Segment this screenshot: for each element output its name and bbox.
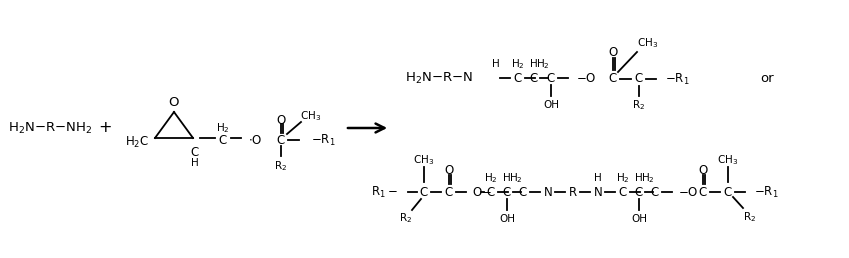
Text: R: R [569,186,577,198]
Text: C: C [651,186,659,198]
Text: R$_1-$: R$_1-$ [371,184,398,199]
Text: C: C [519,186,527,198]
Text: C: C [445,186,453,198]
Text: CH$_3$: CH$_3$ [638,36,659,50]
Text: C: C [609,72,617,85]
Text: $-$R$_1$: $-$R$_1$ [311,132,335,148]
Text: CH$_3$: CH$_3$ [717,153,739,167]
Text: H$_2$: H$_2$ [616,171,630,185]
Text: C: C [514,72,522,85]
Text: H$_2$C: H$_2$C [125,134,149,150]
Text: H$_2$: H$_2$ [216,121,230,135]
Text: C: C [619,186,627,198]
Text: OH: OH [631,214,647,224]
Text: N: N [593,186,603,198]
Text: O$-$: O$-$ [472,186,492,198]
Text: C: C [635,72,644,85]
Text: C: C [486,186,495,198]
Text: CH$_3$: CH$_3$ [413,153,435,167]
Text: H: H [635,173,643,183]
Text: C: C [420,186,428,198]
Text: O: O [444,164,453,176]
Text: R$_2$: R$_2$ [274,159,288,173]
Text: C: C [277,133,285,147]
Text: $-$O: $-$O [576,72,597,85]
Text: O: O [169,95,179,109]
Text: C: C [191,146,200,158]
Text: OH: OH [543,100,559,110]
Text: H: H [191,158,199,168]
Text: N: N [543,186,553,198]
Text: H$_2$: H$_2$ [484,171,498,185]
Text: C: C [530,72,538,85]
Text: R$_2$: R$_2$ [399,211,413,225]
Text: C: C [547,72,555,85]
Text: $-$O: $-$O [678,186,699,198]
Text: C: C [724,186,732,198]
Text: $\cdot$O: $\cdot$O [248,133,262,147]
Text: H: H [530,59,538,69]
Text: H$_2$N$-$R$-$N: H$_2$N$-$R$-$N [405,70,473,86]
Text: H$_2$: H$_2$ [509,171,523,185]
Text: H: H [503,173,511,183]
Text: O: O [699,164,707,176]
Text: H: H [492,59,500,69]
Text: O: O [277,114,285,126]
Text: $-$R$_1$: $-$R$_1$ [665,71,689,86]
Text: H$_2$: H$_2$ [641,171,655,185]
Text: O: O [609,45,617,59]
Text: +: + [98,120,112,135]
Text: C: C [503,186,511,198]
Text: or: or [760,71,773,85]
Text: OH: OH [499,214,515,224]
Text: CH$_3$: CH$_3$ [301,109,322,123]
Text: R$_2$: R$_2$ [744,210,756,224]
Text: $-$R$_1$: $-$R$_1$ [754,184,779,199]
Text: C: C [635,186,644,198]
Text: H: H [594,173,602,183]
Text: R$_2$: R$_2$ [633,98,645,112]
Text: H$_2$: H$_2$ [511,57,525,71]
Text: H$_2$N$-$R$-$NH$_2$: H$_2$N$-$R$-$NH$_2$ [8,120,92,135]
Text: H$_2$: H$_2$ [536,57,550,71]
Text: C: C [699,186,707,198]
Text: C: C [219,133,228,147]
